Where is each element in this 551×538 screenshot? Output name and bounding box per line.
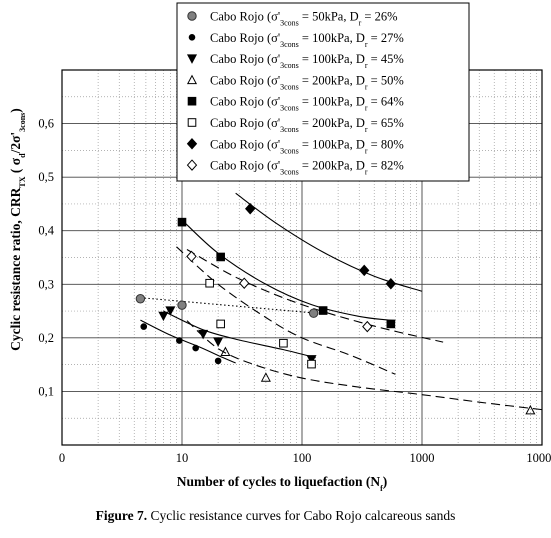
series-curve (181, 219, 396, 322)
series-3-points (158, 306, 317, 365)
legend-marker (188, 34, 196, 41)
data-point (362, 320, 373, 333)
x-tick-label: 0 (59, 451, 65, 465)
series-2-points (140, 323, 222, 365)
data-point (245, 203, 256, 215)
legend-entry: Cabo Rojo (σ'3cons = 100kPa, Dr = 80% (186, 137, 404, 155)
series-6 (176, 246, 396, 375)
y-tick-label: 0,2 (38, 331, 54, 345)
legend-label: Cabo Rojo (σ'3cons = 100kPa, Dr = 80% (210, 137, 404, 155)
series-curve (235, 192, 423, 292)
legend-marker (186, 138, 198, 150)
y-tick-label: 0,1 (38, 384, 54, 398)
data-point (306, 355, 317, 365)
legend-marker (186, 54, 198, 64)
x-axis-label: Number of cycles to liquefaction (Nf) (177, 474, 388, 493)
data-point (318, 306, 328, 315)
y-axis-title: Cyclic resistance ratio, CRRTX ( σd/2σ'3… (8, 108, 27, 351)
data-point (198, 329, 209, 340)
legend: Cabo Rojo (σ'3cons = 50kPa, Dr = 26% Cabo… (176, 2, 470, 182)
series-curve (176, 246, 396, 375)
data-point (140, 323, 148, 330)
series-8-points (186, 250, 373, 333)
x-tick-label: 1000 (410, 451, 435, 465)
data-point (359, 264, 370, 277)
legend-entry: Cabo Rojo (σ'3cons = 200kPa, Dr = 50% (186, 73, 404, 91)
legend-entry: Cabo Rojo (σ'3cons = 200kPa, Dr = 82% (186, 159, 404, 177)
legend-label: Cabo Rojo (σ'3cons = 100kPa, Dr = 27% (210, 31, 404, 49)
data-point (205, 278, 214, 288)
series-1-points (135, 294, 319, 318)
data-point (135, 294, 146, 304)
series-5-points (177, 217, 396, 329)
data-point (186, 250, 197, 263)
data-point (308, 308, 319, 318)
legend-marker (186, 159, 198, 171)
legend-entry: Cabo Rojo (σ'3cons = 50kPa, Dr = 26% (187, 10, 398, 28)
y-tick-label: 0,6 (38, 117, 54, 131)
legend-label: Cabo Rojo (σ'3cons = 200kPa, Dr = 82% (210, 159, 404, 177)
x-tick-label: 100 (293, 451, 312, 465)
y-tick-label: 0,3 (38, 277, 54, 291)
series-curve (186, 248, 444, 343)
series-1 (140, 297, 324, 315)
data-point (220, 346, 231, 356)
legend-box (176, 2, 470, 182)
data-point (216, 252, 225, 262)
data-point (176, 337, 183, 344)
data-point (177, 300, 187, 310)
y-tick-label: 0,4 (38, 224, 54, 238)
legend-label: Cabo Rojo (σ'3cons = 50kPa, Dr = 26% (210, 10, 398, 28)
series-4 (186, 320, 543, 411)
legend-marker (186, 74, 198, 85)
legend-label: Cabo Rojo (σ'3cons = 200kPa, Dr = 50% (210, 73, 404, 91)
caption-text: Cyclic resistance curves for Cabo Rojo c… (147, 508, 456, 523)
series-curve (140, 297, 324, 315)
y-tick-label: 0,5 (38, 170, 54, 184)
data-point (177, 217, 187, 227)
data-point (216, 319, 225, 329)
data-point (158, 311, 169, 322)
data-point (260, 372, 271, 382)
data-point (239, 277, 250, 289)
series-curve (140, 319, 236, 364)
series-7-points (245, 203, 397, 290)
data-point (214, 357, 222, 365)
x-tick-label: 10 (176, 451, 189, 465)
data-point (525, 404, 536, 415)
legend-marker (187, 11, 197, 21)
series-7 (235, 192, 423, 292)
legend-marker (187, 96, 197, 106)
caption-label: Figure 7. (95, 508, 148, 523)
legend-entry: Cabo Rojo (σ'3cons = 100kPa, Dr = 27% (188, 31, 404, 49)
legend-entry: Cabo Rojo (σ'3cons = 200kPa, Dr = 65% (187, 116, 404, 134)
legend-label: Cabo Rojo (σ'3cons = 100kPa, Dr = 64% (210, 95, 404, 113)
data-point (386, 319, 396, 329)
legend-label: Cabo Rojo (σ'3cons = 200kPa, Dr = 65% (210, 116, 404, 134)
legend-entry: Cabo Rojo (σ'3cons = 100kPa, Dr = 45% (186, 52, 404, 70)
series-5 (181, 219, 396, 322)
data-point (192, 344, 199, 352)
figure-caption: Figure 7. Cyclic resistance curves for C… (0, 508, 551, 524)
series-curve (186, 320, 543, 411)
legend-entry: Cabo Rojo (σ'3cons = 100kPa, Dr = 64% (187, 95, 404, 113)
series-2 (140, 319, 236, 364)
series-8 (186, 248, 444, 343)
series-4-points (220, 346, 536, 415)
legend-marker (187, 118, 197, 127)
y-axis-label: Cyclic resistance ratio, CRRTX ( σd/2σ'3… (8, 108, 27, 351)
legend-label: Cabo Rojo (σ'3cons = 100kPa, Dr = 45% (210, 52, 404, 70)
data-point (279, 338, 288, 348)
data-point (165, 306, 176, 316)
data-point (385, 278, 397, 290)
data-point (213, 337, 224, 347)
series-6-points (205, 278, 316, 369)
data-point (307, 359, 316, 369)
x-axis-title: Number of cycles to liquefaction (Nf) (177, 474, 388, 493)
